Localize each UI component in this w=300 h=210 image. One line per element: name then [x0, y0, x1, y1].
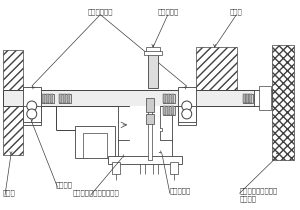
Bar	[160, 106, 172, 142]
Bar	[148, 106, 158, 130]
Bar	[196, 47, 237, 102]
Bar	[272, 45, 294, 160]
Text: ウィンドカップ゚
シャフト: ウィンドカップ゚ シャフト	[239, 188, 278, 202]
Bar	[58, 94, 70, 103]
Bar	[112, 162, 120, 173]
Text: ハブ゚: ハブ゚	[230, 9, 243, 15]
Bar	[42, 94, 54, 103]
Bar	[249, 94, 252, 103]
Circle shape	[27, 109, 37, 119]
Bar	[171, 106, 174, 115]
Bar	[170, 162, 178, 173]
Bar	[63, 94, 66, 103]
Bar	[163, 106, 166, 115]
Bar	[108, 156, 182, 164]
Bar	[163, 106, 175, 115]
Bar	[243, 94, 246, 103]
Bar	[163, 94, 175, 103]
Bar	[144, 51, 162, 55]
Bar	[146, 98, 154, 112]
Bar	[171, 94, 174, 103]
Bar	[259, 86, 271, 110]
Bar	[246, 94, 249, 103]
Bar	[178, 106, 196, 122]
Bar	[146, 114, 154, 124]
Bar	[148, 50, 158, 88]
Bar	[167, 94, 170, 103]
Text: プーリー: プーリー	[56, 181, 73, 188]
Bar	[118, 106, 130, 142]
Bar	[42, 94, 45, 103]
Bar	[3, 90, 271, 106]
Text: ベアリング゚: ベアリング゚	[88, 9, 113, 15]
Bar	[130, 106, 160, 142]
Text: 回転軸: 回転軸	[3, 189, 16, 196]
Bar	[167, 106, 170, 115]
Circle shape	[182, 101, 192, 111]
Bar	[3, 50, 23, 155]
Bar	[148, 100, 152, 160]
Bar	[23, 106, 41, 122]
Circle shape	[182, 109, 192, 119]
Bar	[146, 47, 160, 52]
Bar	[243, 94, 253, 103]
Bar	[163, 94, 166, 103]
Bar	[144, 128, 162, 131]
Bar	[58, 94, 61, 103]
Bar	[76, 126, 115, 158]
Bar	[50, 94, 52, 103]
Text: スリット板: スリット板	[170, 188, 191, 194]
Text: ストッパー: ストッパー	[157, 9, 178, 15]
Bar	[254, 90, 272, 106]
Bar	[67, 94, 70, 103]
Text: フォト・インタラプァタ: フォト・インタラプァタ	[73, 189, 119, 196]
Bar	[23, 87, 41, 125]
Bar	[146, 129, 160, 134]
Bar	[46, 94, 49, 103]
Circle shape	[27, 101, 37, 111]
Bar	[83, 133, 107, 158]
Bar	[118, 140, 172, 158]
Bar	[178, 87, 196, 125]
